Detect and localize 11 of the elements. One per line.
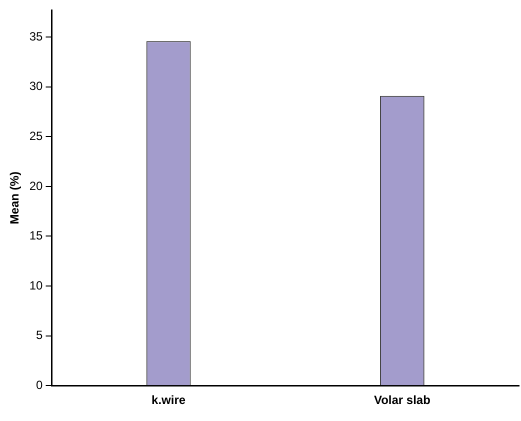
x-tick-label: k.wire	[152, 393, 186, 408]
y-tick-label: 25	[29, 128, 44, 143]
x-tick-label: Volar slab	[374, 393, 430, 408]
y-tick-label: 0	[36, 378, 44, 392]
y-tick-label: 30	[29, 79, 44, 94]
y-tick-label: 20	[29, 178, 44, 193]
y-axis-title: Mean (%)	[8, 172, 22, 224]
y-tick-label: 15	[29, 228, 44, 243]
y-tick-label: 5	[36, 328, 44, 342]
y-tick-label: 35	[29, 29, 44, 44]
y-tick-label: 10	[29, 278, 44, 292]
